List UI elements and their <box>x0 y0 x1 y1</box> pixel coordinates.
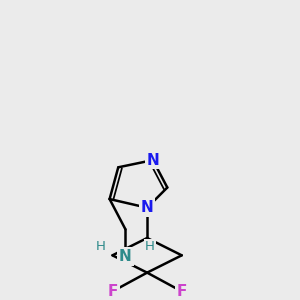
Text: N: N <box>141 200 154 215</box>
Text: N: N <box>146 153 159 168</box>
Text: N: N <box>119 249 132 264</box>
Text: H: H <box>145 240 155 253</box>
Text: H: H <box>96 240 106 253</box>
Text: F: F <box>107 284 118 299</box>
Text: F: F <box>177 284 187 299</box>
